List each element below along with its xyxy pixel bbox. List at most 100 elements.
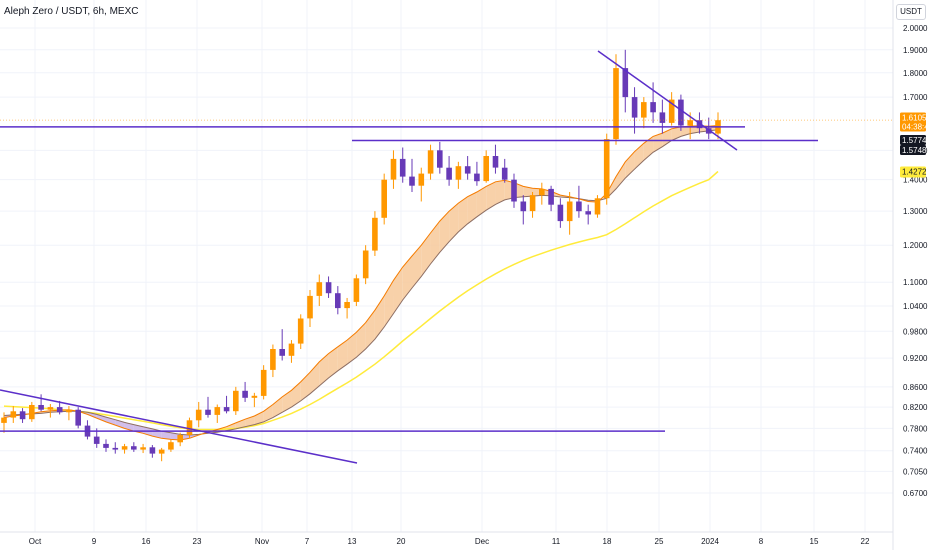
ribbon-segment	[161, 431, 171, 440]
candle-body	[603, 139, 610, 199]
ribbon-segment	[300, 372, 310, 401]
ribbon-segment	[495, 180, 505, 205]
price-tick-label: 0.7050	[903, 467, 928, 476]
ribbon-segment	[458, 196, 468, 232]
candle-body	[659, 112, 666, 123]
candle-body	[316, 282, 323, 296]
time-tick-label: 9	[92, 537, 97, 546]
candle-body	[446, 167, 452, 180]
candle-body	[214, 407, 221, 415]
price-tick-label: 0.6700	[903, 489, 928, 498]
price-tick-label: 0.7800	[903, 424, 928, 433]
candle-body	[641, 102, 647, 118]
ribbon-segment	[235, 419, 246, 429]
ma-long-tag-text: 1.4272	[902, 168, 927, 177]
candle-body	[650, 102, 656, 113]
candle-body	[223, 407, 230, 412]
candle-body	[418, 173, 425, 186]
ma-long-line	[3, 170, 719, 431]
last-price-tag-text: 1.6105	[902, 114, 927, 123]
candle-body	[548, 188, 554, 205]
candle-body	[260, 369, 267, 396]
candle-body	[47, 407, 54, 410]
downtrend-line-oct[interactable]	[0, 389, 358, 464]
downtrend-line-dec[interactable]	[597, 50, 738, 151]
candle-body	[585, 211, 591, 215]
time-tick-label: 18	[603, 537, 612, 546]
candle-body	[539, 188, 545, 196]
candle-body	[399, 158, 406, 177]
price-tick-label: 0.9200	[903, 354, 928, 363]
candle-body	[103, 443, 109, 448]
ribbon-segment	[616, 161, 626, 189]
ribbon-segment	[439, 211, 450, 253]
ribbon-segment	[347, 332, 357, 365]
candle-body	[112, 447, 119, 450]
candle-body	[668, 99, 675, 123]
level-upper-tag-bg	[900, 135, 926, 145]
candle-body	[75, 409, 81, 426]
ma-long-tag: 1.4272	[900, 166, 927, 178]
ribbon-segment	[643, 136, 654, 161]
price-axis[interactable]: 2.00001.90001.80001.70001.50001.40001.30…	[903, 24, 928, 498]
ribbon-segment	[402, 255, 412, 300]
time-tick-label: 2024	[701, 537, 719, 546]
ribbon-segment	[523, 186, 533, 197]
ribbon-segment	[467, 191, 477, 224]
ribbon-segment	[449, 203, 459, 242]
candle-body	[474, 173, 480, 182]
candle-body	[10, 411, 17, 418]
time-tick-label: 23	[193, 537, 202, 546]
ribbon-segment	[96, 414, 106, 422]
candle-body	[158, 449, 165, 454]
time-tick-label: 22	[861, 537, 870, 546]
price-tick-label: 1.3000	[903, 207, 928, 216]
candle-body	[1, 417, 7, 423]
ribbon-segment	[430, 221, 440, 265]
candle-body	[362, 250, 369, 279]
time-tick-label: 15	[810, 537, 819, 546]
ribbon-segment	[421, 232, 431, 277]
candle-body	[325, 282, 332, 294]
candle-body	[520, 201, 527, 212]
candle-body	[622, 68, 629, 98]
candle-body	[511, 179, 517, 202]
candle-body	[233, 390, 239, 412]
ribbon-segment	[263, 404, 273, 422]
candle-body	[279, 349, 285, 356]
price-tick-label: 1.9000	[903, 46, 928, 55]
ribbon-segment	[476, 186, 487, 217]
candle-body	[455, 166, 462, 180]
candle-body	[492, 156, 499, 168]
currency-button[interactable]: USDT	[896, 4, 926, 20]
candle-body	[344, 302, 350, 309]
trendlines[interactable]	[0, 50, 893, 464]
level-lower-tag-bg	[900, 145, 926, 155]
price-tick-label: 0.9800	[903, 327, 928, 336]
candle-body	[566, 201, 573, 222]
candle-body	[501, 167, 508, 180]
time-tick-label: 11	[552, 537, 561, 546]
candle-body	[464, 166, 471, 174]
ribbon-segment	[412, 245, 422, 289]
candle-body	[195, 409, 202, 421]
candle-body	[687, 120, 693, 126]
candle-body	[557, 204, 564, 222]
ribbon-segment	[662, 128, 672, 147]
ribbon-segment	[356, 322, 366, 358]
candle-body	[409, 176, 415, 186]
time-axis[interactable]: Oct 9 16 23 Nov 7 13 20 Dec 11 18 25 2024 8 15 22	[29, 537, 870, 546]
candle-body	[381, 179, 387, 218]
price-tick-label: 0.7400	[903, 447, 928, 456]
time-tick-label: 8	[759, 537, 764, 546]
candle-body	[335, 293, 341, 309]
candle-body	[705, 128, 712, 134]
ribbon-segment	[254, 411, 264, 425]
price-tick-label: 0.8600	[903, 383, 928, 392]
candle-body	[288, 343, 295, 356]
price-tick-label: 0.8200	[903, 403, 928, 412]
candle-body	[297, 318, 304, 344]
candle-body	[131, 446, 137, 450]
time-tick-label: 7	[305, 537, 310, 546]
last-price-tag-text: 04:38:43	[902, 123, 932, 132]
